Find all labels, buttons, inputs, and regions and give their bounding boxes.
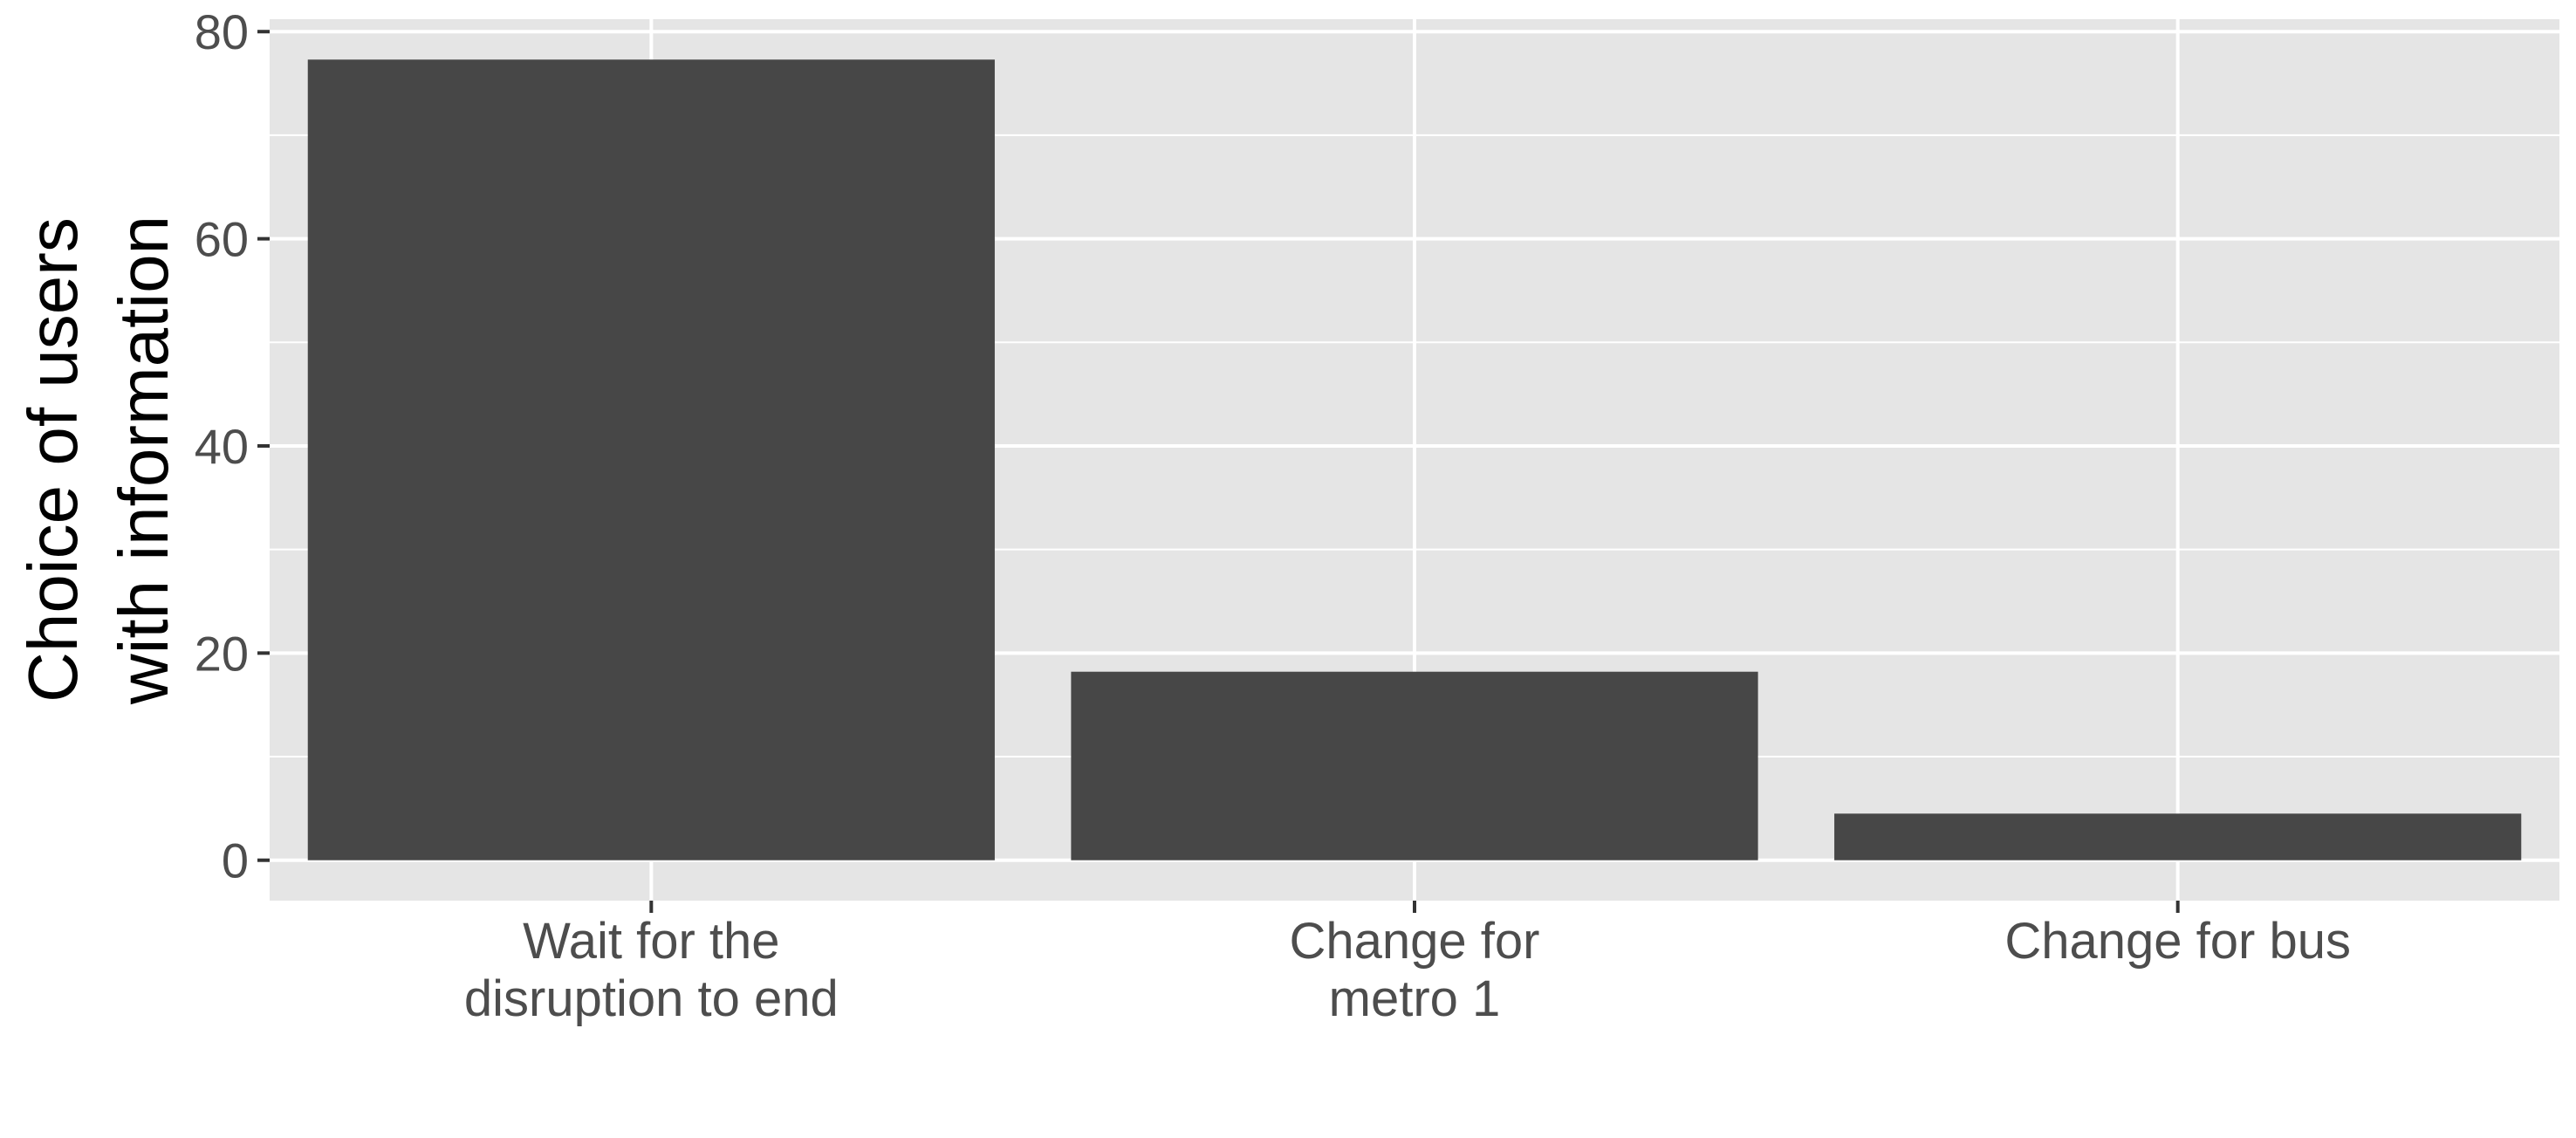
y-tick-label: 80	[195, 4, 249, 59]
bars	[307, 59, 2522, 860]
y-tick-label: 40	[195, 419, 249, 474]
x-tick-label: Change for metro 1	[1290, 913, 1540, 1027]
bar	[307, 59, 995, 860]
x-axis: Wait for the disruption to end Change for m…	[464, 901, 2351, 1027]
y-axis-title: Choice of users with information	[14, 216, 182, 705]
x-tick-label: Wait for the disruption to end	[464, 913, 839, 1027]
bar	[1834, 813, 2522, 860]
bar	[1071, 671, 1758, 860]
y-axis-title-text: Choice of users with information	[14, 216, 182, 705]
x-tick-label: Change for bus	[2004, 913, 2351, 970]
y-tick-label: 60	[195, 212, 249, 267]
y-tick-label: 20	[195, 626, 249, 681]
y-tick-label: 0	[222, 833, 249, 888]
y-axis: 0 20 40 60 80	[195, 4, 270, 888]
